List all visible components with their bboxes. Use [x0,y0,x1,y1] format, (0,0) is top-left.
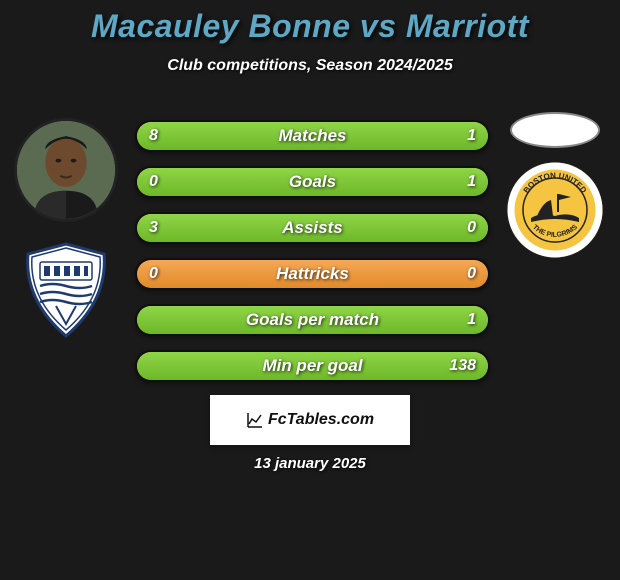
player-right-avatar [510,112,600,148]
footer-date: 13 january 2025 [0,455,620,472]
club-right-badge: BOSTON UNITED THE PILGRIMS [505,160,605,260]
bar-value-right: 0 [467,219,476,237]
brand-text: FcTables.com [268,411,374,429]
brand-footer: FcTables.com [210,395,410,445]
right-column: BOSTON UNITED THE PILGRIMS [497,112,612,260]
chart-icon [246,411,264,429]
stats-bars: 81Matches01Goals30Assists00Hattricks1Goa… [135,120,490,396]
page-subtitle: Club competitions, Season 2024/2025 [0,57,620,75]
bar-value-left: 3 [149,219,158,237]
club-left-badge [16,240,116,340]
stat-bar: 1Goals per match [135,304,490,336]
bar-fill-left [137,214,488,242]
stat-bar: 00Hattricks [135,258,490,290]
bar-value-left: 8 [149,127,158,145]
bar-value-right: 1 [467,127,476,145]
bar-value-right: 1 [467,311,476,329]
bar-fill-right [137,352,488,380]
bar-background [137,260,488,288]
stat-bar: 81Matches [135,120,490,152]
bar-value-right: 0 [467,265,476,283]
player-left-avatar [14,118,118,222]
bar-fill-right [137,168,488,196]
bar-value-right: 138 [449,357,476,375]
shield-badge-icon [16,240,116,340]
bar-value-right: 1 [467,173,476,191]
stat-bar: 138Min per goal [135,350,490,382]
round-badge-icon: BOSTON UNITED THE PILGRIMS [505,160,605,260]
left-column [8,118,123,340]
stat-bar: 01Goals [135,166,490,198]
avatar-placeholder-icon [17,121,115,219]
bar-fill-right [137,306,488,334]
bar-value-left: 0 [149,173,158,191]
bar-fill-left [137,122,449,150]
stat-bar: 30Assists [135,212,490,244]
page-title: Macauley Bonne vs Marriott [0,0,620,45]
bar-value-left: 0 [149,265,158,283]
